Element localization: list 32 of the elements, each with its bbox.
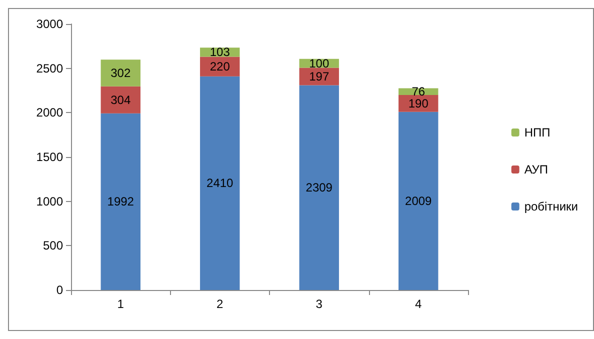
bar [100, 60, 140, 86]
bar [398, 112, 438, 290]
data-label: 304 [110, 92, 131, 107]
legend-label: робітники [524, 200, 578, 214]
legend-label: НПП [524, 126, 550, 140]
y-tick-label: 3000 [36, 17, 64, 31]
y-tick-label: 1000 [36, 194, 64, 208]
data-label: 2410 [206, 176, 234, 190]
y-tick-label: 2000 [36, 106, 64, 120]
x-tick-label: 2 [216, 297, 224, 311]
x-tick-label: 1 [117, 297, 124, 311]
y-tick-label: 0 [56, 283, 64, 297]
y-tick-label: 2500 [36, 61, 64, 76]
y-tick-label: 1500 [36, 150, 64, 164]
data-label: 100 [309, 56, 330, 70]
data-label: 1992 [107, 194, 134, 209]
bar [200, 76, 240, 290]
data-label: 2009 [405, 194, 432, 208]
data-label: 2309 [306, 180, 333, 195]
x-tick-label: 3 [316, 297, 323, 311]
y-tick-label: 500 [42, 238, 64, 253]
bar [299, 85, 339, 290]
bar [100, 86, 140, 114]
data-label: 76 [412, 84, 426, 99]
data-label: 302 [110, 66, 131, 80]
x-tick-label: 4 [415, 297, 422, 311]
data-label: 220 [210, 60, 230, 74]
data-label: 197 [309, 70, 330, 84]
data-label: 190 [408, 96, 429, 110]
bar [100, 113, 140, 290]
data-label: 103 [210, 45, 230, 60]
legend-label: АУП [524, 162, 548, 176]
